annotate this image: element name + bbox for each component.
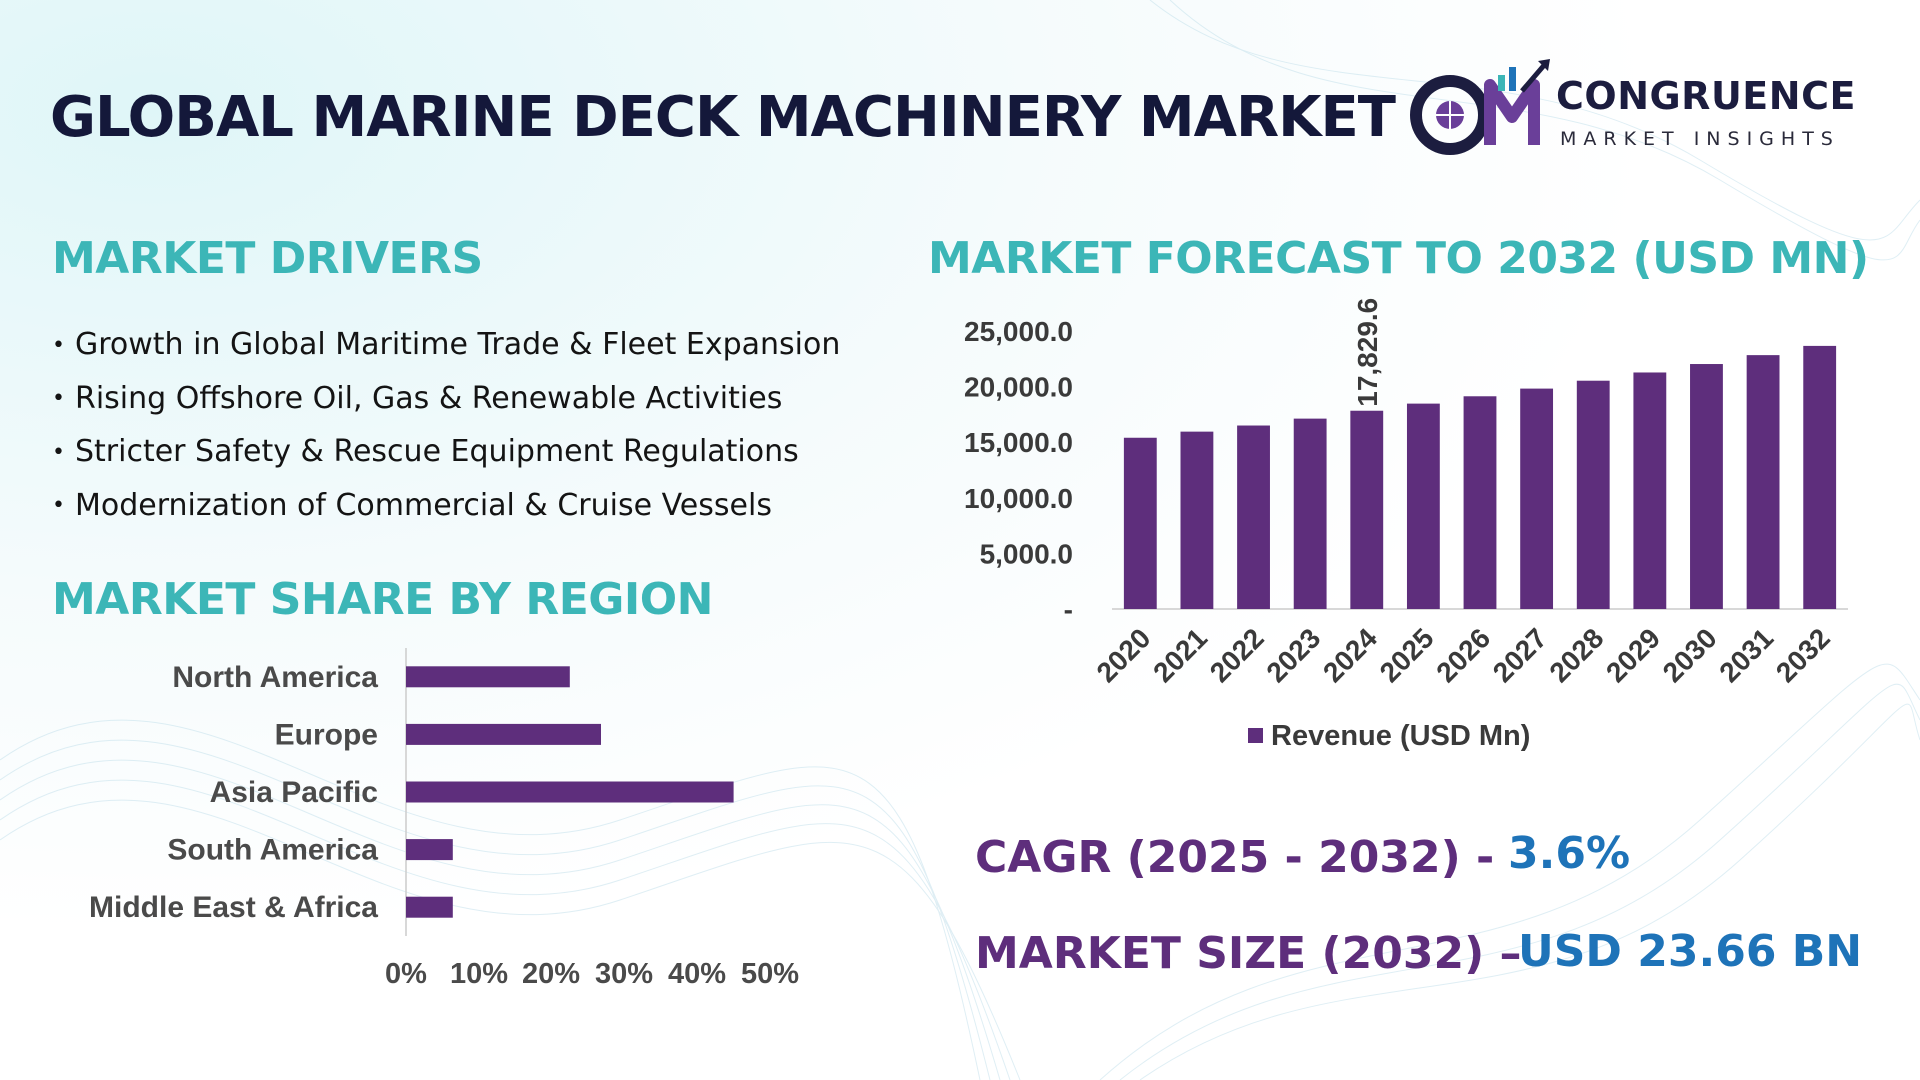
region-bar <box>406 723 601 745</box>
forecast-title: MARKET FORECAST TO 2032 (USD MN) <box>928 233 1869 284</box>
forecast-bar-2029 <box>1633 372 1667 609</box>
x-tick-label: 2023 <box>1260 622 1326 688</box>
x-tick-label: 2031 <box>1713 622 1779 688</box>
region-label: Asia Pacific <box>210 776 378 809</box>
forecast-bar-2030 <box>1690 364 1723 609</box>
x-tick-label: 2032 <box>1770 622 1836 688</box>
market-size-label: MARKET SIZE (2032) – <box>975 928 1522 979</box>
y-tick-label: 10,000.0 <box>964 483 1073 514</box>
forecast-bar-2023 <box>1293 418 1327 609</box>
driver-text: Stricter Safety & Rescue Equipment Regul… <box>74 434 799 469</box>
x-tick-label: 0% <box>385 958 427 990</box>
driver-item: • Modernization of Commercial & Cruise Ve… <box>52 483 840 537</box>
region-title: MARKET SHARE BY REGION <box>52 574 714 625</box>
logo-subtitle: MARKET INSIGHTS <box>1560 128 1840 150</box>
region-bar <box>406 781 734 803</box>
company-logo <box>1410 59 1550 155</box>
forecast-bar-2020 <box>1123 437 1157 609</box>
forecast-bar-2021 <box>1180 431 1214 609</box>
x-tick-label: 2027 <box>1487 622 1553 688</box>
region-bar <box>406 666 570 688</box>
y-tick-label: 20,000.0 <box>964 372 1073 403</box>
region-label: South America <box>167 834 378 867</box>
bullet-icon: • <box>52 332 65 358</box>
region-label: Europe <box>275 718 378 751</box>
x-tick-label: 2030 <box>1657 622 1723 688</box>
forecast-bar-2026 <box>1463 396 1497 609</box>
forecast-bar-2022 <box>1237 425 1270 609</box>
x-tick-label: 10% <box>450 958 508 990</box>
x-tick-label: 40% <box>668 958 726 990</box>
driver-text: Modernization of Commercial & Cruise Ves… <box>74 487 772 523</box>
forecast-bar-2025 <box>1406 403 1440 609</box>
region-bar <box>406 839 453 861</box>
drivers-list: • Growth in Global Maritime Trade & Fleet… <box>52 322 840 536</box>
bullet-icon: • <box>52 493 65 518</box>
driver-item: • Rising Offshore Oil, Gas & Renewable Ac… <box>52 376 840 430</box>
x-tick-label: 2026 <box>1430 622 1496 688</box>
market-size-value: USD 23.66 BN <box>1518 926 1863 977</box>
x-tick-label: 2025 <box>1374 622 1440 688</box>
legend-label: Revenue (USD Mn) <box>1271 720 1530 752</box>
forecast-bar-2027 <box>1520 388 1554 609</box>
forecast-bar-2024 <box>1350 410 1384 609</box>
cagr-label: CAGR (2025 - 2032) - <box>975 832 1495 883</box>
driver-text: Growth in Global Maritime Trade & Fleet … <box>74 327 841 362</box>
x-tick-label: 2022 <box>1204 622 1270 688</box>
region-label: North America <box>172 661 378 694</box>
driver-item: • Stricter Safety & Rescue Equipment Regu… <box>52 429 840 483</box>
region-bar <box>406 896 453 918</box>
forecast-bar-2028 <box>1576 380 1610 609</box>
y-tick-label: 15,000.0 <box>964 427 1073 458</box>
region-bar-chart: North America Europe Asia Pacific South Ame… <box>89 648 799 990</box>
logo-arrow-icon <box>1520 61 1548 93</box>
x-tick-label: 2021 <box>1147 622 1213 688</box>
x-tick-label: 30% <box>595 958 653 990</box>
data-label: 17,829.6 <box>1352 298 1383 407</box>
region-label: Middle East & Africa <box>89 891 378 924</box>
bullet-icon: • <box>52 386 65 411</box>
x-tick-label: 20% <box>522 958 580 990</box>
bullet-icon: • <box>52 439 65 465</box>
forecast-bar-chart: - 5,000.0 10,000.0 15,000.0 20,000.0 25,000.0… <box>964 298 1848 752</box>
y-tick-label: 5,000.0 <box>980 538 1073 569</box>
drivers-title: MARKET DRIVERS <box>52 233 483 284</box>
driver-item: • Growth in Global Maritime Trade & Fleet… <box>52 322 840 376</box>
legend-swatch <box>1248 728 1263 743</box>
forecast-bar-2032 <box>1803 345 1837 609</box>
forecast-bar-2031 <box>1746 355 1780 609</box>
x-tick-label: 2028 <box>1544 622 1610 688</box>
x-tick-label: 50% <box>741 958 799 990</box>
cagr-value: 3.6% <box>1508 828 1631 879</box>
logo-name: CONGRUENCE <box>1556 74 1856 118</box>
driver-text: Rising Offshore Oil, Gas & Renewable Act… <box>74 380 783 416</box>
x-tick-label: 2024 <box>1317 622 1383 688</box>
page-title: GLOBAL MARINE DECK MACHINERY MARKET <box>50 85 1396 150</box>
x-tick-label: 2029 <box>1600 622 1666 688</box>
y-tick-label: 25,000.0 <box>964 316 1073 347</box>
y-tick-label: - <box>1064 594 1073 625</box>
x-tick-label: 2020 <box>1091 622 1157 688</box>
